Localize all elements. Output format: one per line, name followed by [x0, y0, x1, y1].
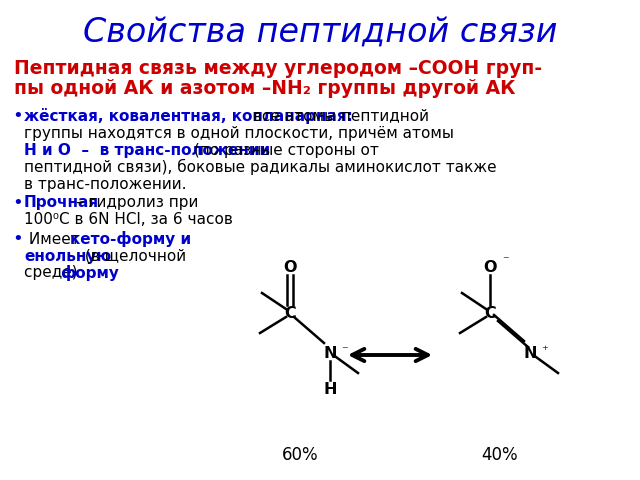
Text: группы находятся в одной плоскости, причём атомы: группы находятся в одной плоскости, прич…	[24, 125, 454, 141]
Text: (по разные стороны от: (по разные стороны от	[189, 143, 379, 157]
Text: Н и О  –  в транс-положении: Н и О – в транс-положении	[24, 143, 270, 157]
Text: Пептидная связь между углеродом –СООН груп-: Пептидная связь между углеродом –СООН гр…	[14, 59, 542, 77]
Text: N: N	[524, 346, 537, 360]
Text: C: C	[484, 305, 496, 321]
Text: жёсткая, ковалентная, копланарная:: жёсткая, ковалентная, копланарная:	[24, 108, 353, 124]
Text: форму: форму	[60, 265, 119, 281]
Text: среде): среде)	[24, 265, 83, 280]
Text: енольную: енольную	[24, 249, 111, 264]
Text: •: •	[12, 194, 23, 212]
Text: все атомы пептидной: все атомы пептидной	[248, 108, 429, 123]
Text: ⁻: ⁻	[341, 345, 348, 358]
Text: 60%: 60%	[282, 446, 318, 464]
Text: ⁺: ⁺	[541, 345, 548, 358]
Text: (в щелочной: (в щелочной	[80, 249, 186, 264]
Text: 100⁰С в 6N HCl, за 6 часов: 100⁰С в 6N HCl, за 6 часов	[24, 213, 233, 228]
Text: 40%: 40%	[482, 446, 518, 464]
Text: Прочная: Прочная	[24, 195, 99, 211]
Text: пы одной АК и азотом –NH₂ группы другой АК: пы одной АК и азотом –NH₂ группы другой …	[14, 79, 515, 97]
Text: H: H	[323, 383, 337, 397]
Text: ⁻: ⁻	[502, 254, 509, 267]
Text: •: •	[12, 107, 23, 125]
Text: пептидной связи), боковые радикалы аминокислот также: пептидной связи), боковые радикалы амино…	[24, 159, 497, 175]
Text: O: O	[483, 260, 497, 275]
Text: Имеет: Имеет	[24, 231, 84, 247]
Text: Свойства пептидной связи: Свойства пептидной связи	[83, 15, 557, 48]
Text: C: C	[284, 305, 296, 321]
Text: кето-форму и: кето-форму и	[70, 231, 191, 247]
Text: – гидролиз при: – гидролиз при	[71, 195, 198, 211]
Text: N: N	[323, 346, 337, 360]
Text: в транс-положении.: в транс-положении.	[24, 177, 186, 192]
Text: O: O	[284, 260, 297, 275]
Text: •: •	[12, 230, 23, 248]
